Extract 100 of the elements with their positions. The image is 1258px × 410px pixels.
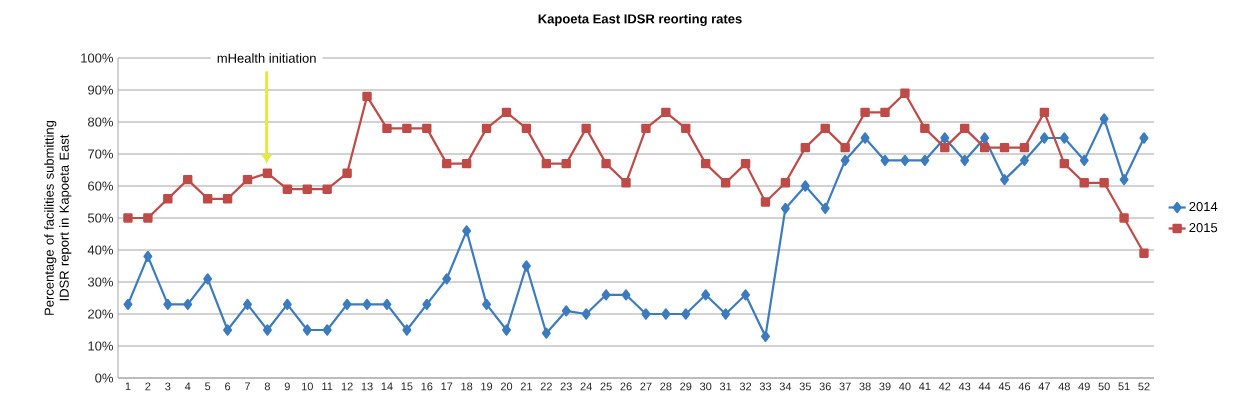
point	[462, 225, 472, 237]
x-tick-label: 28	[660, 382, 672, 391]
y-tick-label: 30%	[87, 277, 114, 287]
point	[979, 142, 990, 153]
x-tick-label: 22	[540, 382, 552, 391]
point	[820, 202, 830, 214]
point	[262, 324, 272, 336]
point	[621, 289, 631, 301]
point	[143, 250, 153, 262]
point	[223, 324, 233, 336]
point	[202, 194, 213, 204]
x-tick-label: 39	[879, 382, 891, 391]
point	[322, 184, 332, 194]
point	[163, 298, 173, 310]
point	[959, 123, 970, 134]
x-tick-label: 17	[441, 382, 453, 391]
point	[302, 184, 312, 194]
point	[402, 324, 412, 336]
y-tick-label: 20%	[88, 309, 114, 319]
y-tick-label: 40%	[87, 245, 114, 255]
point	[123, 298, 133, 310]
point	[940, 132, 950, 144]
point	[442, 273, 452, 285]
point	[521, 260, 531, 272]
x-tick-label: 32	[739, 382, 752, 391]
x-tick-label: 20	[500, 382, 513, 391]
point	[1139, 248, 1149, 258]
point	[641, 123, 651, 134]
point	[362, 298, 372, 310]
point	[701, 158, 711, 169]
x-tick-label: 51	[1118, 382, 1130, 391]
x-tick-label: 9	[284, 382, 290, 391]
point	[920, 123, 930, 134]
point	[900, 154, 910, 166]
point	[1000, 174, 1010, 186]
point	[461, 158, 472, 169]
point	[342, 168, 352, 178]
point	[342, 298, 352, 310]
point	[163, 194, 173, 204]
point	[481, 123, 492, 134]
point	[820, 123, 830, 134]
x-tick-label: 14	[381, 382, 393, 391]
point	[1099, 178, 1109, 188]
x-tick-label: 52	[1138, 382, 1150, 391]
point	[382, 123, 392, 134]
point	[760, 197, 771, 207]
point	[422, 123, 432, 134]
point	[601, 289, 611, 301]
point	[183, 174, 193, 185]
x-tick-label: 4	[184, 382, 191, 391]
point	[780, 202, 790, 214]
point	[661, 107, 671, 118]
point	[1079, 154, 1089, 166]
x-tick-label: 23	[560, 382, 572, 391]
x-tick-label: 8	[264, 382, 270, 391]
x-tick-label: 24	[580, 382, 592, 391]
point	[800, 142, 811, 153]
x-tick-label: 41	[918, 382, 931, 391]
x-tick-label: 6	[225, 382, 231, 391]
chart-title: Kapoeta East IDSR reorting rates	[538, 13, 742, 27]
point	[222, 194, 233, 204]
point	[601, 158, 611, 169]
point	[900, 88, 910, 98]
point	[502, 324, 511, 336]
y-tick-label: 70%	[88, 149, 114, 159]
point	[880, 154, 890, 166]
x-tick-label: 19	[481, 382, 493, 391]
legend-label: 2014	[1189, 201, 1218, 212]
point	[541, 327, 551, 339]
point	[482, 298, 492, 310]
point	[541, 158, 552, 169]
x-tick-label: 13	[361, 382, 373, 391]
point	[999, 142, 1010, 153]
point	[681, 123, 691, 134]
x-tick-label: 49	[1078, 382, 1090, 391]
point	[501, 107, 512, 118]
x-tick-label: 40	[899, 382, 911, 391]
x-tick-label: 25	[600, 382, 612, 391]
y-tick-label: 50%	[87, 213, 114, 223]
point	[1039, 132, 1049, 144]
point	[800, 180, 810, 192]
point	[1019, 142, 1030, 153]
x-tick-label: 18	[461, 382, 473, 391]
point	[661, 308, 671, 320]
x-tick-label: 45	[998, 382, 1011, 391]
point	[282, 184, 293, 194]
y-axis-title: Percentage of facilities submitting IDSR report in Kapoeta East	[44, 120, 72, 315]
point	[701, 289, 711, 301]
point	[143, 213, 153, 223]
x-tick-label: 48	[1058, 382, 1070, 391]
x-tick-label: 34	[779, 382, 792, 391]
point	[860, 132, 870, 144]
x-tick-label: 30	[700, 382, 712, 391]
point	[581, 308, 591, 320]
point	[1059, 132, 1069, 144]
x-tick-label: 46	[1018, 382, 1031, 391]
x-tick-label: 11	[322, 382, 333, 391]
point	[840, 154, 850, 166]
x-tick-label: 5	[205, 382, 211, 391]
point	[1119, 213, 1129, 223]
